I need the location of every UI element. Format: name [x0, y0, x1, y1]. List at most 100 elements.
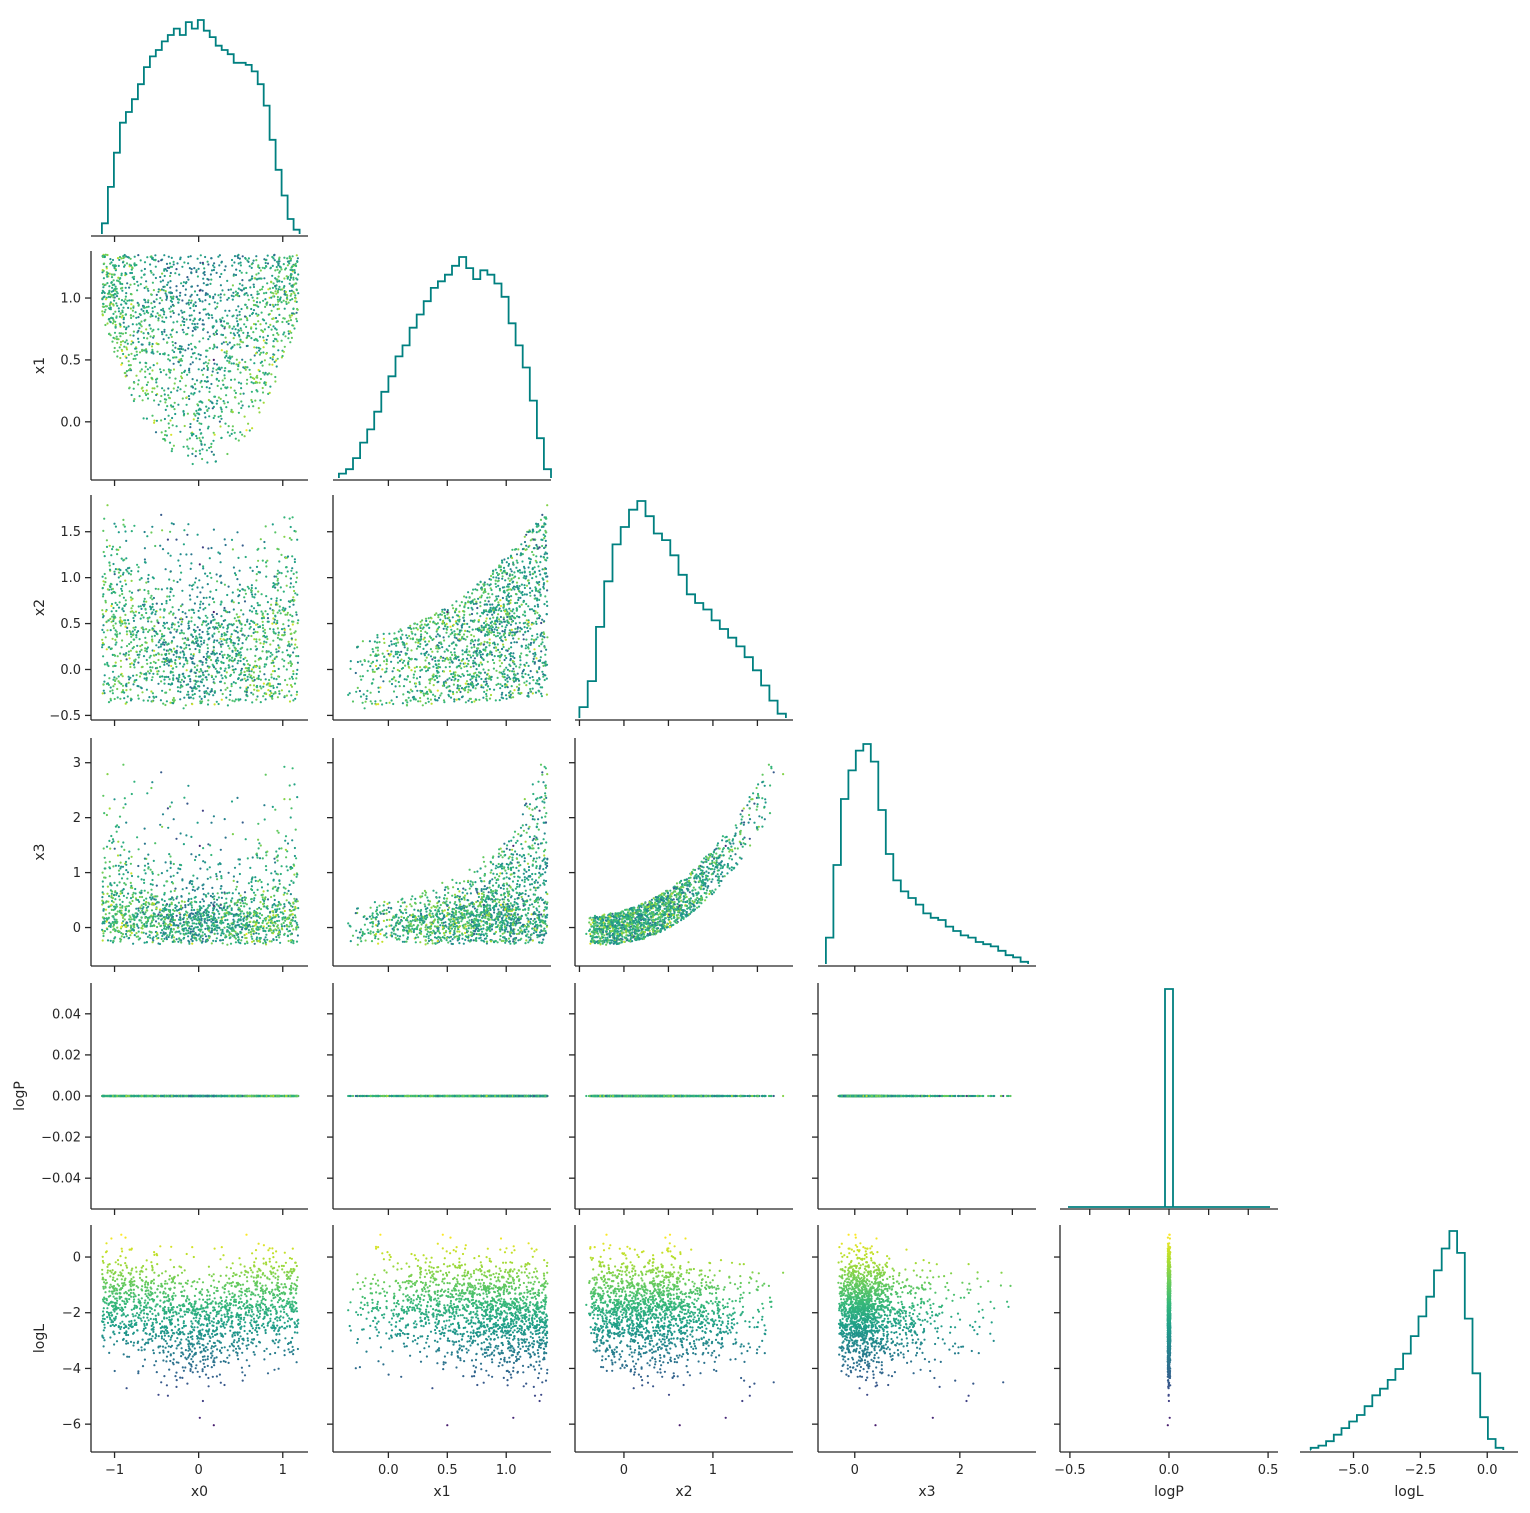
scatter-point: [130, 343, 133, 346]
scatter-point: [160, 680, 163, 683]
scatter-point: [276, 589, 279, 592]
scatter-point: [230, 346, 233, 349]
scatter-point: [101, 291, 104, 295]
scatter-point: [173, 623, 176, 626]
scatter-point: [121, 592, 124, 596]
scatter-point: [254, 630, 257, 634]
scatter-point: [189, 426, 192, 429]
scatter-point: [545, 648, 548, 651]
scatter-point: [107, 292, 110, 295]
scatter-point: [121, 289, 124, 292]
scatter-point: [124, 341, 127, 344]
scatter-point: [251, 400, 254, 403]
scatter-point: [479, 655, 483, 659]
scatter-point: [503, 658, 506, 662]
scatter-point: [157, 343, 160, 346]
scatter-point: [234, 294, 237, 297]
scatter-point: [210, 401, 214, 404]
scatter-point: [236, 331, 239, 334]
scatter-point: [264, 610, 267, 613]
scatter-point: [291, 615, 294, 618]
scatter-point: [240, 627, 243, 630]
scatter-point: [514, 622, 518, 625]
scatter-point: [254, 587, 257, 590]
scatter-point: [457, 633, 460, 636]
scatter-point: [293, 558, 296, 561]
scatter-point: [108, 272, 111, 275]
scatter-point: [105, 620, 108, 623]
scatter-point: [178, 657, 181, 660]
scatter-point: [163, 678, 166, 681]
scatter-point: [270, 296, 273, 299]
scatter-point: [401, 641, 404, 644]
scatter-point: [290, 292, 293, 296]
scatter-point: [210, 374, 213, 377]
scatter-point: [194, 328, 197, 331]
scatter-point: [214, 307, 217, 310]
scatter-point: [213, 601, 216, 604]
scatter-point: [479, 605, 482, 608]
scatter-point: [539, 555, 543, 558]
scatter-point: [382, 637, 385, 640]
scatter-point: [240, 609, 243, 612]
scatter-point: [121, 282, 124, 286]
scatter-point: [129, 292, 132, 296]
scatter-point: [499, 687, 502, 690]
scatter-point: [164, 292, 167, 295]
scatter-point: [271, 523, 274, 526]
scatter-point: [288, 314, 291, 317]
scatter-point: [153, 387, 156, 390]
scatter-point: [535, 531, 538, 534]
scatter-point: [238, 257, 241, 260]
scatter-point: [159, 608, 162, 611]
scatter-point: [487, 669, 490, 672]
scatter-point: [189, 307, 192, 310]
scatter-point: [493, 633, 496, 637]
scatter-point: [245, 429, 248, 432]
scatter-point: [187, 675, 190, 678]
scatter-point: [106, 629, 109, 632]
scatter-point: [393, 676, 396, 679]
scatter-point: [201, 678, 204, 681]
scatter-point: [538, 569, 541, 573]
scatter-point: [375, 659, 378, 662]
scatter-point: [133, 680, 136, 684]
scatter-point: [106, 322, 109, 325]
scatter-point: [535, 543, 538, 547]
scatter-point: [475, 668, 478, 671]
scatter-point: [238, 269, 241, 272]
scatter-point: [199, 659, 202, 663]
scatter-point: [467, 601, 470, 604]
scatter-point: [127, 681, 130, 684]
scatter-point: [493, 611, 496, 614]
scatter-point: [272, 295, 275, 298]
scatter-point: [177, 678, 180, 681]
scatter-point: [180, 678, 183, 682]
scatter-point: [174, 272, 177, 275]
scatter-point: [121, 261, 125, 264]
scatter-point: [519, 626, 522, 630]
scatter-point: [220, 272, 223, 276]
scatter-point: [276, 260, 279, 263]
scatter-point: [173, 350, 176, 354]
scatter-point: [437, 616, 440, 619]
scatter-point: [120, 272, 123, 275]
scatter-point: [115, 316, 118, 319]
scatter-point: [285, 302, 288, 305]
scatter-point: [525, 602, 528, 606]
scatter-point: [159, 616, 162, 619]
scatter-point: [145, 628, 148, 631]
scatter-point: [523, 570, 526, 573]
scatter-point: [190, 293, 193, 296]
scatter-point: [236, 255, 239, 258]
scatter-point: [490, 631, 493, 634]
scatter-point: [130, 530, 133, 533]
scatter-point: [285, 320, 288, 323]
scatter-point: [463, 595, 466, 598]
scatter-point: [501, 672, 504, 676]
scatter-point: [254, 352, 258, 355]
scatter-point: [251, 679, 254, 682]
scatter-point: [469, 656, 473, 659]
scatter-point: [175, 268, 178, 271]
scatter-point: [236, 616, 239, 619]
